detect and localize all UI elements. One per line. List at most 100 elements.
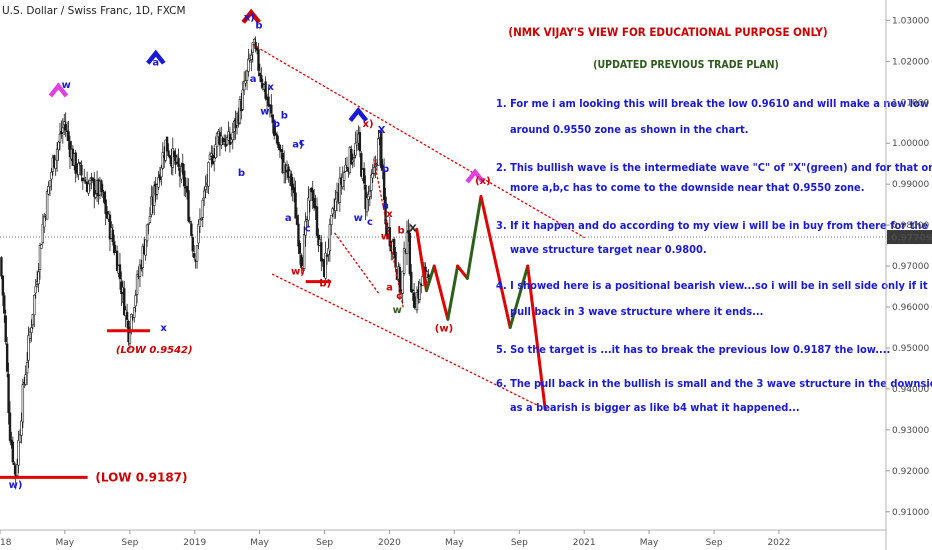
- chevron-up-icon: [48, 82, 69, 98]
- candle-body: [405, 231, 409, 254]
- projection-segment: [424, 264, 436, 293]
- candle-body: [43, 215, 46, 228]
- candle-body: [411, 289, 414, 291]
- price-tick-label: 0.97000: [892, 262, 929, 272]
- candle-body: [364, 184, 367, 210]
- candle-body: [377, 138, 380, 166]
- candle-body: [410, 271, 413, 293]
- candle-body: [20, 420, 23, 436]
- candle-body: [388, 227, 392, 247]
- candle-body: [7, 373, 10, 413]
- candle-body: [275, 134, 279, 144]
- candle-body: [264, 81, 267, 99]
- candle-body: [148, 216, 152, 223]
- candle-body: [57, 141, 60, 150]
- wave-label: w): [9, 480, 23, 491]
- candle-body: [250, 54, 253, 60]
- candle-body: [238, 99, 242, 124]
- candle-body: [123, 288, 126, 316]
- candle-body: [381, 166, 384, 171]
- candle-body: [41, 223, 45, 243]
- chart-header: U.S. Dollar / Swiss Franc, 1D, FXCM: [2, 5, 186, 17]
- candle-body: [160, 167, 163, 178]
- candle-body: [212, 157, 216, 162]
- candle-body: [241, 89, 244, 110]
- annotation-note-line: 6. The pull back in the bullish is small…: [496, 377, 932, 390]
- candle-body: [167, 150, 170, 156]
- time-tick-label: Sep: [316, 538, 333, 548]
- candle-body: [257, 49, 260, 71]
- channel-line: [252, 44, 585, 239]
- candle-body: [173, 151, 176, 158]
- candle-body: [13, 462, 16, 466]
- projection-segment: [465, 194, 483, 280]
- wave-label: c: [396, 291, 402, 302]
- chevron-up-icon: [146, 49, 166, 65]
- price-tick-label: 0.98000: [892, 221, 929, 231]
- candle-body: [412, 292, 416, 308]
- candle-body: [147, 223, 150, 225]
- wave-label: X: [409, 223, 417, 234]
- projection-segment: [526, 264, 547, 411]
- candle-body: [94, 193, 97, 198]
- annotation-note-line: around 0.9550 zone as shown in the chart…: [510, 123, 749, 136]
- candle-body: [304, 220, 307, 236]
- time-tick-label: May: [250, 538, 269, 548]
- candle-body: [118, 264, 122, 280]
- candle-body: [45, 191, 49, 220]
- candle-body: [138, 264, 142, 277]
- candle-body: [341, 177, 344, 188]
- candle-body: [18, 434, 22, 443]
- chevron-up-icon: [348, 106, 369, 122]
- chevron-up-icon: [465, 168, 485, 184]
- price-tick-label: 0.91000: [892, 508, 929, 518]
- candle-body: [54, 159, 57, 169]
- candle-body: [382, 169, 386, 200]
- annotation-note-line: 4. I showed here is a positional bearish…: [496, 279, 928, 292]
- candle-body: [204, 186, 207, 190]
- candle-body: [267, 96, 270, 107]
- candle-body: [21, 384, 25, 423]
- candle-body: [334, 199, 337, 211]
- candle-body: [153, 185, 156, 206]
- price-tick-label: 0.95000: [892, 344, 929, 354]
- candle-body: [80, 165, 83, 176]
- candle-body: [247, 58, 250, 72]
- candle-body: [321, 258, 324, 262]
- wave-label: x: [267, 82, 274, 93]
- candle-body: [31, 314, 35, 326]
- candle-body: [251, 42, 254, 53]
- candle-body: [384, 196, 387, 225]
- candle-body: [308, 189, 312, 202]
- candle-body: [108, 214, 112, 240]
- candle-body: [230, 139, 233, 143]
- candle-body: [185, 185, 189, 193]
- candle-body: [274, 132, 277, 136]
- candle-body: [290, 173, 293, 187]
- time-tick-label: Sep: [706, 538, 723, 548]
- price-tick-label: 0.99000: [892, 180, 929, 190]
- candle-body: [315, 206, 319, 236]
- candle-body: [171, 148, 174, 168]
- candle-body: [191, 237, 194, 252]
- candle-body: [351, 159, 354, 163]
- wave-label: a): [292, 139, 303, 150]
- candle-body: [1, 275, 5, 296]
- wave-label: a: [152, 57, 159, 68]
- candle-body: [3, 295, 6, 314]
- candle-body: [368, 190, 372, 198]
- candle-body: [338, 177, 342, 203]
- wave-label: b): [319, 279, 331, 290]
- wave-label: (w): [435, 324, 453, 335]
- candle-body: [260, 75, 263, 83]
- wave-label: w: [354, 213, 363, 224]
- candle-body: [352, 156, 356, 159]
- wave-label: a: [382, 201, 389, 212]
- candle-body: [5, 343, 9, 372]
- candle-body: [181, 163, 184, 173]
- projection-segment: [479, 194, 512, 329]
- candle-body: [370, 174, 373, 191]
- wave-label: b: [398, 225, 405, 236]
- time-tick-label: 2022: [767, 538, 790, 548]
